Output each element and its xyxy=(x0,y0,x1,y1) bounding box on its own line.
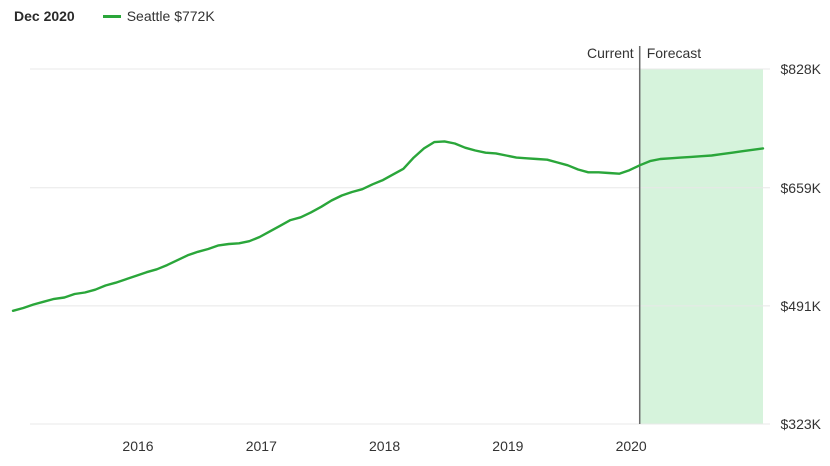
x-tick-label: 2016 xyxy=(122,438,153,454)
x-tick-label: 2019 xyxy=(492,438,523,454)
y-tick-label: $491K xyxy=(781,298,822,314)
x-tick-label: 2018 xyxy=(369,438,400,454)
legend-date: Dec 2020 xyxy=(14,8,75,24)
current-label: Current xyxy=(587,45,634,61)
forecast-area xyxy=(639,69,763,424)
y-tick-label: $323K xyxy=(781,416,822,432)
y-tick-label: $659K xyxy=(781,180,822,196)
x-tick-label: 2020 xyxy=(616,438,647,454)
series-line-seattle xyxy=(11,140,765,312)
chart-legend: Dec 2020 Seattle $772K xyxy=(14,6,215,26)
y-tick-label: $828K xyxy=(781,61,822,77)
forecast-label: Forecast xyxy=(647,45,702,61)
legend-swatch xyxy=(102,14,121,18)
legend-item-seattle[interactable]: Seattle $772K xyxy=(102,8,215,24)
legend-series-label: Seattle $772K xyxy=(126,8,215,24)
x-tick-label: 2017 xyxy=(246,438,277,454)
